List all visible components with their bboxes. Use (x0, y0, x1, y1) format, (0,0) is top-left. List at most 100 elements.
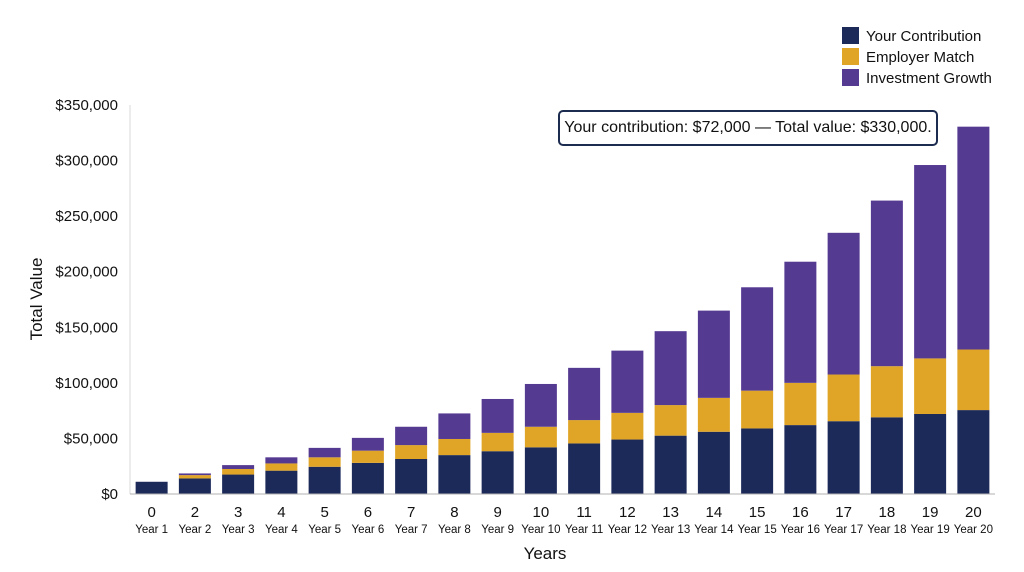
x-tick-number: 20 (965, 504, 982, 521)
y-axis-title: Total Value (27, 258, 46, 341)
bar-segment (438, 413, 471, 439)
bar-segment (741, 390, 774, 429)
bar-segment (265, 470, 298, 494)
bar-segment (438, 455, 471, 494)
x-tick-label: Year 11 (565, 524, 603, 536)
bar-segment (870, 200, 903, 367)
x-tick-number: 3 (234, 504, 242, 521)
x-tick-number: 15 (749, 504, 766, 521)
bar-segment (135, 481, 168, 494)
bar-segment (481, 432, 514, 452)
bar-segment (914, 165, 947, 359)
x-tick-label: Year 14 (694, 524, 734, 536)
bar-segment (395, 426, 428, 446)
bar-segment (178, 478, 211, 494)
x-tick-label: Year 20 (954, 524, 993, 536)
bar-segment (524, 383, 557, 427)
x-tick-number: 12 (619, 504, 636, 521)
x-tick-label: Year 10 (521, 524, 560, 536)
x-tick-number: 10 (533, 504, 550, 521)
bar-segment (784, 261, 817, 383)
x-tick-label: Year 1 (135, 524, 168, 536)
x-tick-label: Year 2 (178, 524, 211, 536)
bar-segment (481, 398, 514, 433)
bar-segment (222, 474, 255, 494)
bar-segment (524, 426, 557, 448)
bar-segment (957, 349, 990, 411)
legend-swatch (842, 27, 859, 44)
y-tick-label: $150,000 (55, 319, 118, 336)
bar-segment (308, 447, 341, 458)
y-tick-label: $100,000 (55, 375, 118, 392)
bar-segment (741, 428, 774, 494)
bar-segment (870, 417, 903, 494)
bar-segment (395, 458, 428, 494)
bar-segment (222, 468, 255, 475)
x-tick-label: Year 6 (351, 524, 384, 536)
x-tick-number: 16 (792, 504, 809, 521)
bar-segment (784, 425, 817, 494)
legend-label: Employer Match (866, 49, 974, 66)
x-tick-number: 5 (320, 504, 328, 521)
bar-segment (178, 475, 211, 479)
x-tick-number: 18 (879, 504, 896, 521)
bar-segment (568, 367, 601, 421)
x-tick-label: Year 3 (222, 524, 255, 536)
bars (135, 126, 990, 494)
legend-label: Investment Growth (866, 70, 992, 87)
bar-segment (957, 410, 990, 494)
bar-segment (265, 463, 298, 471)
x-tick-number: 6 (364, 504, 372, 521)
x-tick-number: 13 (662, 504, 679, 521)
x-tick-label: Year 13 (651, 524, 690, 536)
legend-label: Your Contribution (866, 28, 981, 45)
bar-segment (395, 445, 428, 459)
x-tick-label: Year 9 (481, 524, 514, 536)
bar-segment (178, 473, 211, 476)
y-tick-label: $200,000 (55, 264, 118, 281)
x-tick-number: 9 (493, 504, 501, 521)
y-tick-label: $250,000 (55, 208, 118, 225)
bar-segment (957, 126, 990, 350)
x-tick-number: 7 (407, 504, 415, 521)
x-tick-number: 0 (147, 504, 155, 521)
x-tick-label: Year 5 (308, 524, 341, 536)
bar-segment (870, 366, 903, 418)
bar-segment (741, 287, 774, 391)
bar-segment (611, 439, 644, 494)
legend: Your Contribution Employer Match Investmen… (842, 27, 992, 87)
x-tick-number: 8 (450, 504, 458, 521)
y-tick-label: $350,000 (55, 97, 118, 114)
x-tick-label: Year 15 (738, 524, 777, 536)
bar-segment (351, 450, 384, 463)
legend-swatch (842, 48, 859, 65)
x-tick-label: Year 18 (867, 524, 906, 536)
bar-segment (697, 431, 730, 494)
x-tick-label: Year 17 (824, 524, 863, 536)
x-tick-label: Year 8 (438, 524, 471, 536)
bar-segment (438, 438, 471, 456)
bar-segment (697, 397, 730, 432)
bar-segment (827, 374, 860, 422)
x-tick-label: Year 4 (265, 524, 298, 536)
bar-segment (222, 465, 255, 469)
bar-segment (568, 420, 601, 444)
bar-segment (654, 435, 687, 494)
x-tick-number: 11 (576, 504, 592, 521)
bar-segment (827, 232, 860, 375)
bar-segment (351, 437, 384, 451)
bar-segment (784, 382, 817, 426)
bar-segment (524, 447, 557, 494)
x-tick-number: 19 (922, 504, 939, 521)
bar-segment (611, 412, 644, 440)
x-tick-number: 2 (191, 504, 199, 521)
bar-segment (308, 466, 341, 494)
bar-segment (308, 457, 341, 467)
bar-segment (697, 310, 730, 398)
x-tick-label: Year 7 (395, 524, 428, 536)
annotation-callout: Your contribution: $72,000 — Total value… (558, 110, 938, 146)
bar-segment (827, 421, 860, 494)
